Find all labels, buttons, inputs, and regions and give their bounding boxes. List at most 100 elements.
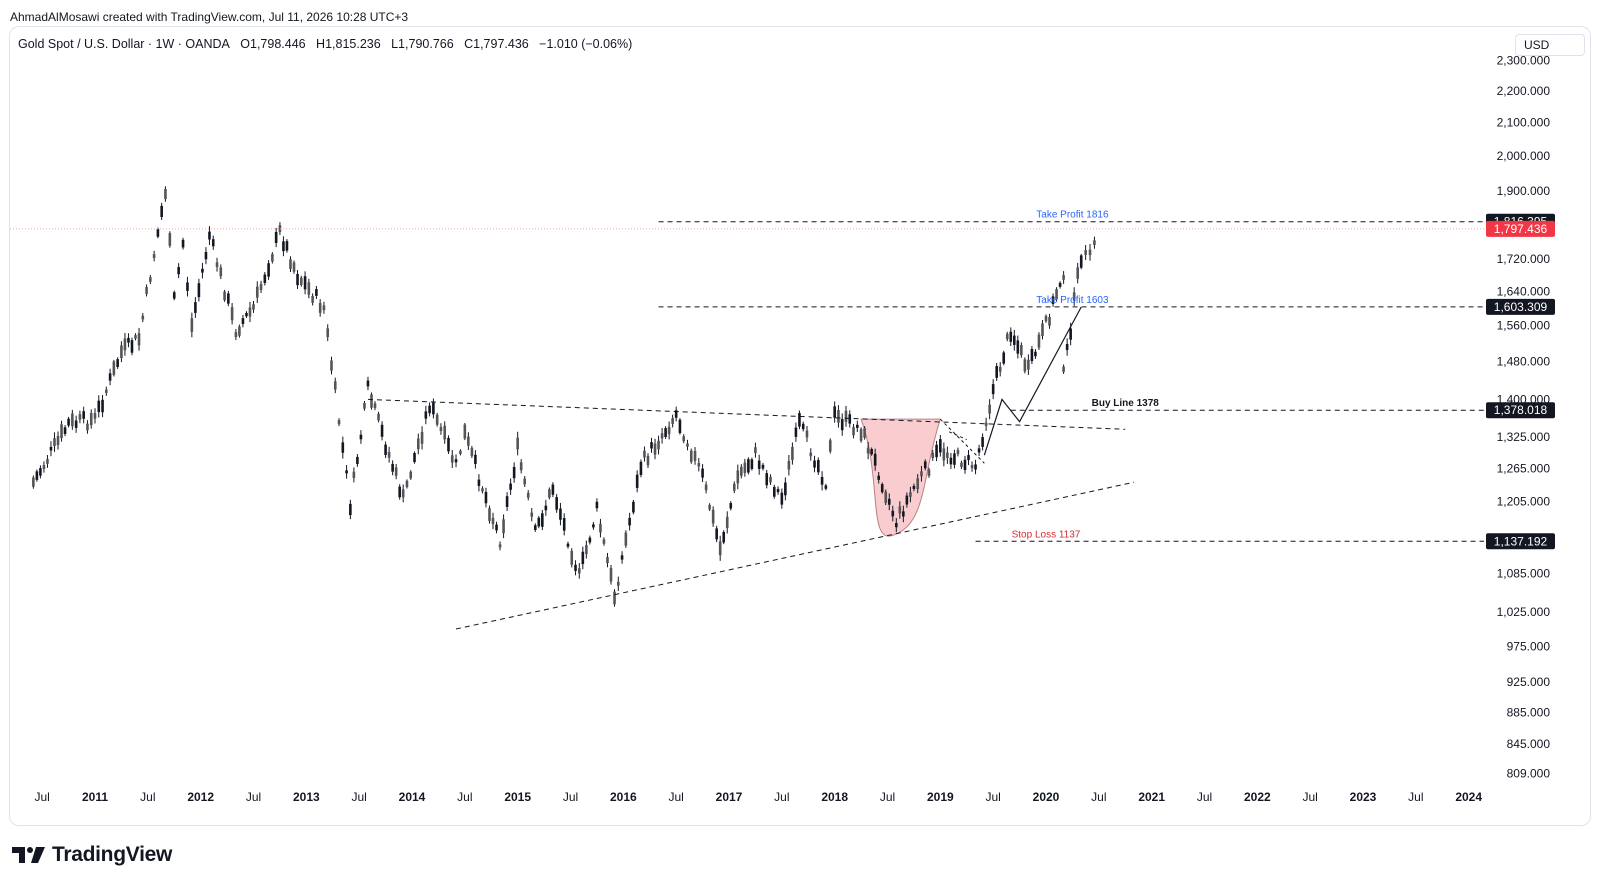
candle-body	[674, 410, 678, 418]
price-tick-3: 2,000.000	[1497, 149, 1551, 163]
price-tick-12: 1,205.000	[1497, 495, 1551, 509]
price-tick-0: 2,300.000	[1497, 54, 1551, 68]
candle-body	[303, 276, 307, 290]
candle-body	[467, 436, 470, 446]
candle-body	[967, 455, 970, 461]
candle-body	[223, 291, 226, 301]
candle-body	[632, 501, 635, 513]
time-tick-7: 2014	[399, 790, 426, 804]
candle-body	[671, 418, 674, 424]
candle-body	[613, 591, 616, 605]
candle-body	[86, 423, 89, 431]
candle-body	[769, 476, 772, 483]
candle-body	[935, 444, 938, 458]
ohlc-low: L1,790.766	[391, 37, 454, 51]
candle-body	[920, 471, 923, 477]
candle-body	[292, 262, 296, 272]
candle-body	[750, 459, 754, 469]
candle-body	[105, 389, 108, 393]
time-tick-16: Jul	[880, 790, 895, 804]
candle-body	[817, 460, 820, 473]
candle-body	[177, 267, 180, 275]
candle-body	[435, 414, 439, 425]
candle-body	[101, 399, 104, 413]
candle-body	[574, 564, 577, 571]
candle-body	[1055, 289, 1058, 300]
candle-body	[725, 516, 729, 528]
candle-body	[349, 503, 352, 516]
candle-body	[942, 448, 946, 461]
candle-body	[606, 557, 609, 564]
candle-body	[164, 189, 167, 200]
candle-body	[230, 307, 234, 321]
candle-body	[172, 292, 176, 299]
candle-body	[643, 450, 646, 458]
candle-body	[970, 465, 974, 469]
price-tick-14: 1,025.000	[1497, 605, 1551, 619]
brand-wordmark: TradingView	[52, 843, 173, 866]
candle-body	[852, 427, 855, 436]
candle-body	[927, 469, 931, 476]
candle-body	[1023, 359, 1027, 372]
candle-body	[743, 462, 747, 473]
candle-body	[902, 511, 905, 517]
candle-body	[635, 474, 639, 488]
resistance-trendline	[367, 398, 1126, 430]
candle-body	[828, 440, 832, 452]
candle-body	[74, 420, 78, 428]
candle-body	[844, 410, 848, 422]
candle-body	[160, 205, 163, 217]
candle-body	[245, 312, 248, 317]
candle-body	[519, 462, 523, 471]
tradingview-logo[interactable]: TradingView	[12, 843, 172, 867]
candle-body	[898, 506, 902, 514]
candle-body	[380, 424, 384, 437]
candle-body	[617, 581, 620, 586]
candle-body	[1013, 335, 1016, 345]
time-tick-11: 2016	[610, 790, 637, 804]
price-tick-19: 809.000	[1507, 767, 1551, 781]
price-tick-8: 1,480.000	[1497, 354, 1551, 368]
price-tick-18: 845.000	[1507, 737, 1551, 751]
candle-body	[428, 405, 431, 414]
candle-body	[754, 447, 757, 454]
level-label-1: Take Profit 1603	[1036, 295, 1109, 306]
level-label-0: Take Profit 1816	[1036, 210, 1109, 221]
candle-body	[884, 491, 888, 503]
symbol-legend: Gold Spot / U.S. Dollar · 1W · OANDA O1,…	[18, 37, 632, 51]
candle-body	[1069, 328, 1072, 340]
candle-body	[772, 486, 776, 497]
candle-body	[912, 485, 916, 490]
currency-button[interactable]: USD	[1515, 34, 1585, 56]
price-tick-13: 1,085.000	[1497, 566, 1551, 580]
candle-body	[49, 446, 53, 451]
time-tick-19: 2020	[1033, 790, 1060, 804]
time-tick-22: Jul	[1197, 790, 1212, 804]
candle-body	[156, 229, 160, 237]
time-tick-4: Jul	[246, 790, 261, 804]
candle-body	[296, 273, 299, 286]
candle-body	[931, 452, 935, 458]
time-tick-1: 2011	[82, 790, 108, 804]
candle-body	[300, 277, 303, 285]
candle-body	[1020, 345, 1023, 356]
candle-body	[1034, 351, 1037, 357]
candle-body	[805, 430, 809, 438]
candle-body	[477, 479, 481, 486]
candle-body	[870, 448, 873, 455]
candle-body	[701, 468, 704, 478]
candle-body	[53, 438, 56, 447]
candle-body	[765, 473, 769, 486]
candle-body	[512, 466, 516, 479]
candle-body	[227, 293, 230, 304]
candle-body	[398, 486, 401, 498]
candle-body	[248, 307, 252, 317]
candle-body	[776, 488, 780, 493]
candle-body	[794, 427, 798, 437]
candle-body	[813, 460, 816, 468]
symbol-name[interactable]: Gold Spot / U.S. Dollar · 1W · OANDA	[18, 37, 230, 51]
price-tick-16: 925.000	[1507, 675, 1551, 689]
candle-body	[1076, 267, 1079, 279]
candle-body	[211, 239, 215, 247]
